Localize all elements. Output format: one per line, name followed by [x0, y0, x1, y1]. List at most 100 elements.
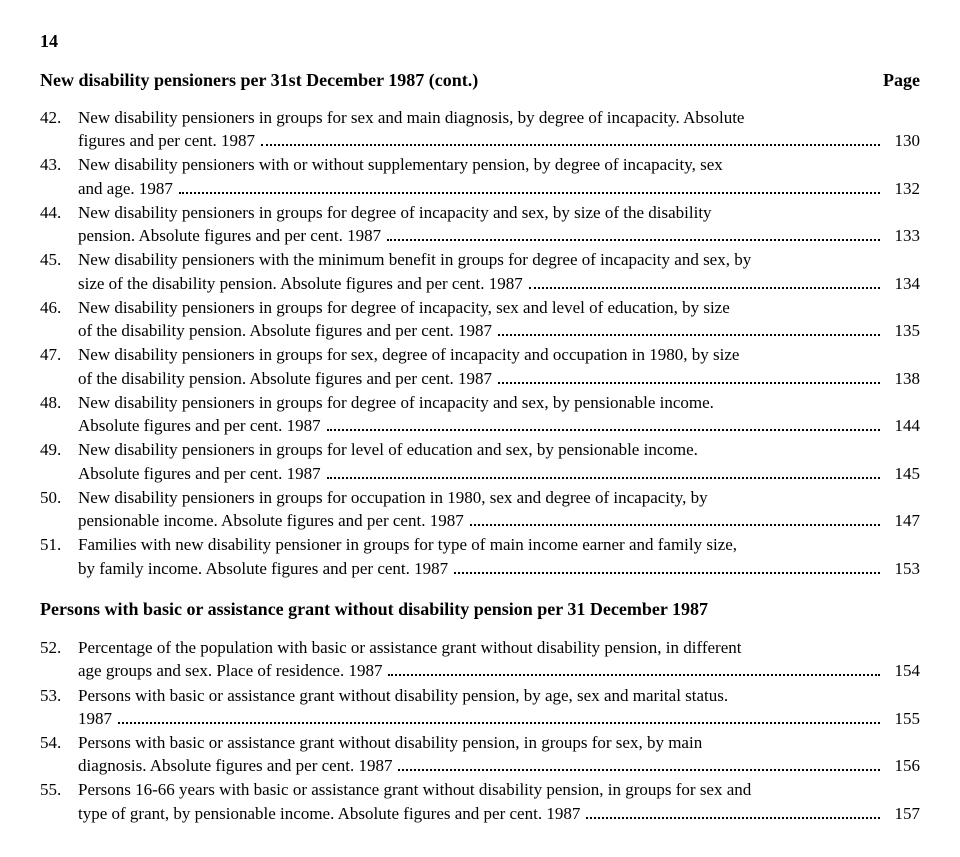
entry-last-line: pension. Absolute figures and per cent. …: [78, 224, 920, 247]
toc-entry: 54.Persons with basic or assistance gran…: [40, 732, 920, 777]
toc-entry: 43.New disability pensioners with or wit…: [40, 154, 920, 199]
toc-entry: 45.New disability pensioners with the mi…: [40, 249, 920, 294]
entry-text: New disability pensioners in groups for …: [78, 297, 920, 319]
toc-list-1: 42.New disability pensioners in groups f…: [40, 107, 920, 580]
dot-leader: [498, 319, 880, 336]
entry-number: 44.: [40, 202, 78, 224]
entry-text-tail: pension. Absolute figures and per cent. …: [78, 225, 381, 247]
page-label: Page: [883, 69, 920, 92]
entry-page-number: 155: [886, 708, 920, 730]
entry-page-number: 135: [886, 320, 920, 342]
entry-body: New disability pensioners in groups for …: [78, 439, 920, 484]
entry-number: 51.: [40, 534, 78, 556]
entry-number: 53.: [40, 685, 78, 707]
entry-page-number: 154: [886, 660, 920, 682]
dot-leader: [327, 461, 880, 478]
dot-leader: [179, 176, 880, 193]
section-heading-1: New disability pensioners per 31st Decem…: [40, 69, 920, 92]
entry-text: Persons with basic or assistance grant w…: [78, 732, 920, 754]
entry-body: New disability pensioners in groups for …: [78, 487, 920, 532]
entry-last-line: figures and per cent. 1987130: [78, 129, 920, 152]
entry-text-tail: of the disability pension. Absolute figu…: [78, 320, 492, 342]
entry-number: 43.: [40, 154, 78, 176]
toc-entry: 44.New disability pensioners in groups f…: [40, 202, 920, 247]
toc-entry: 55.Persons 16-66 years with basic or ass…: [40, 779, 920, 824]
entry-text: New disability pensioners in groups for …: [78, 487, 920, 509]
dot-leader: [454, 556, 880, 573]
dot-leader: [118, 707, 880, 724]
toc-entry: 47.New disability pensioners in groups f…: [40, 344, 920, 389]
entry-body: New disability pensioners in groups for …: [78, 107, 920, 152]
entry-page-number: 145: [886, 463, 920, 485]
entry-number: 48.: [40, 392, 78, 414]
entry-number: 42.: [40, 107, 78, 129]
entry-body: New disability pensioners with the minim…: [78, 249, 920, 294]
entry-text: Persons with basic or assistance grant w…: [78, 685, 920, 707]
entry-page-number: 138: [886, 368, 920, 390]
section-heading-2: Persons with basic or assistance grant w…: [40, 598, 920, 621]
entry-last-line: pensionable income. Absolute figures and…: [78, 509, 920, 532]
dot-leader: [529, 271, 880, 288]
entry-body: New disability pensioners with or withou…: [78, 154, 920, 199]
entry-text-tail: 1987: [78, 708, 112, 730]
entry-text: Percentage of the population with basic …: [78, 637, 920, 659]
entry-body: New disability pensioners in groups for …: [78, 344, 920, 389]
dot-leader: [327, 414, 880, 431]
entry-page-number: 147: [886, 510, 920, 532]
entry-last-line: age groups and sex. Place of residence. …: [78, 659, 920, 682]
toc-entry: 42.New disability pensioners in groups f…: [40, 107, 920, 152]
entry-text-tail: of the disability pension. Absolute figu…: [78, 368, 492, 390]
entry-body: New disability pensioners in groups for …: [78, 297, 920, 342]
entry-number: 55.: [40, 779, 78, 801]
dot-leader: [387, 224, 880, 241]
entry-body: Persons with basic or assistance grant w…: [78, 732, 920, 777]
toc-entry: 51.Families with new disability pensione…: [40, 534, 920, 579]
entry-body: New disability pensioners in groups for …: [78, 202, 920, 247]
toc-list-2: 52.Percentage of the population with bas…: [40, 637, 920, 825]
entry-last-line: of the disability pension. Absolute figu…: [78, 319, 920, 342]
entry-number: 52.: [40, 637, 78, 659]
entry-page-number: 156: [886, 755, 920, 777]
entry-text: New disability pensioners in groups for …: [78, 202, 920, 224]
entry-text-tail: and age. 1987: [78, 178, 173, 200]
dot-leader: [586, 802, 880, 819]
entry-page-number: 144: [886, 415, 920, 437]
entry-page-number: 130: [886, 130, 920, 152]
entry-text: New disability pensioners in groups for …: [78, 107, 920, 129]
entry-text: Persons 16-66 years with basic or assist…: [78, 779, 920, 801]
entry-number: 46.: [40, 297, 78, 319]
entry-number: 45.: [40, 249, 78, 271]
entry-page-number: 134: [886, 273, 920, 295]
entry-text-tail: Absolute figures and per cent. 1987: [78, 463, 321, 485]
entry-number: 49.: [40, 439, 78, 461]
entry-text-tail: Absolute figures and per cent. 1987: [78, 415, 321, 437]
entry-text-tail: size of the disability pension. Absolute…: [78, 273, 523, 295]
entry-page-number: 132: [886, 178, 920, 200]
entry-number: 54.: [40, 732, 78, 754]
entry-body: Families with new disability pensioner i…: [78, 534, 920, 579]
entry-last-line: Absolute figures and per cent. 1987 145: [78, 461, 920, 484]
entry-text: New disability pensioners in groups for …: [78, 344, 920, 366]
toc-entry: 53.Persons with basic or assistance gran…: [40, 685, 920, 730]
entry-number: 50.: [40, 487, 78, 509]
entry-text-tail: type of grant, by pensionable income. Ab…: [78, 803, 580, 825]
dot-leader: [388, 659, 880, 676]
entry-body: New disability pensioners in groups for …: [78, 392, 920, 437]
toc-entry: 48.New disability pensioners in groups f…: [40, 392, 920, 437]
entry-last-line: size of the disability pension. Absolute…: [78, 271, 920, 294]
entry-text: Families with new disability pensioner i…: [78, 534, 920, 556]
entry-text: New disability pensioners in groups for …: [78, 439, 920, 461]
entry-last-line: Absolute figures and per cent. 1987 144: [78, 414, 920, 437]
entry-body: Persons 16-66 years with basic or assist…: [78, 779, 920, 824]
entry-page-number: 157: [886, 803, 920, 825]
entry-last-line: 1987 155: [78, 707, 920, 730]
entry-last-line: by family income. Absolute figures and p…: [78, 556, 920, 579]
entry-text: New disability pensioners in groups for …: [78, 392, 920, 414]
entry-last-line: type of grant, by pensionable income. Ab…: [78, 802, 920, 825]
entry-text-tail: diagnosis. Absolute figures and per cent…: [78, 755, 392, 777]
entry-text-tail: age groups and sex. Place of residence. …: [78, 660, 382, 682]
entry-last-line: of the disability pension. Absolute figu…: [78, 366, 920, 389]
toc-entry: 52.Percentage of the population with bas…: [40, 637, 920, 682]
dot-leader: [498, 366, 880, 383]
entry-last-line: and age. 1987 132: [78, 176, 920, 199]
